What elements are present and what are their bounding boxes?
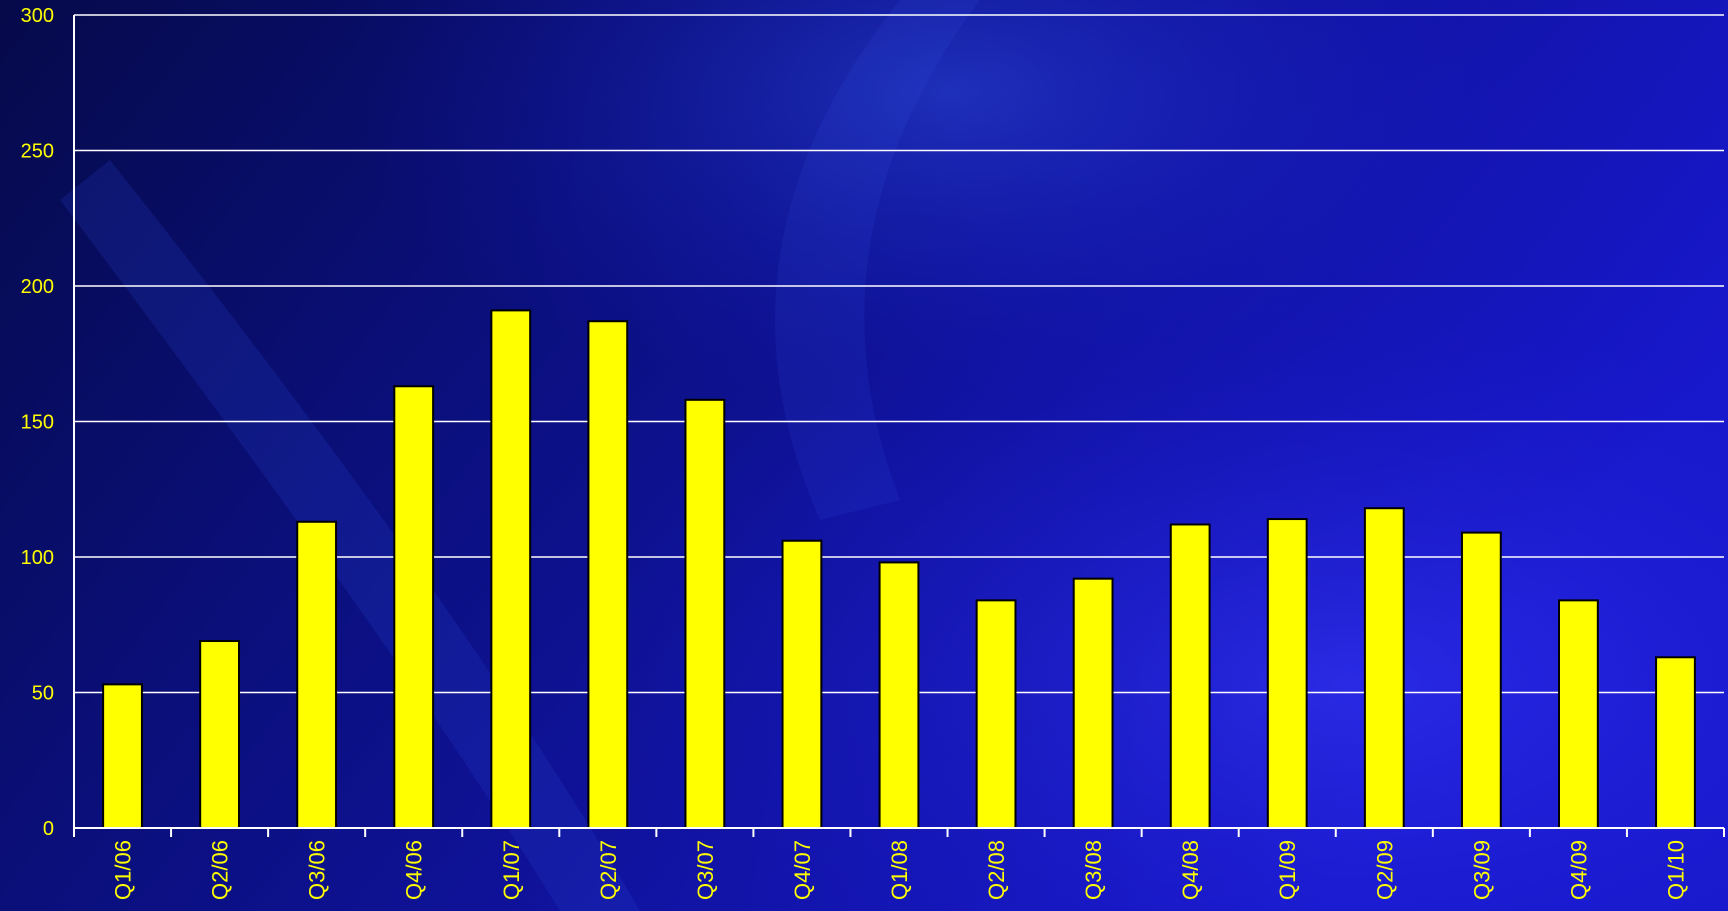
x-tick-label: Q3/06 [305, 840, 330, 900]
y-axis-tick-labels: 0 50 100 150 200 250 300 [21, 5, 54, 840]
bar-q4-09 [1558, 599, 1599, 829]
x-tick-label: Q1/08 [887, 840, 912, 900]
y-tick-label: 100 [21, 547, 54, 569]
bar-q3-06 [296, 520, 338, 830]
y-tick-label: 200 [21, 276, 54, 298]
bar-q2-06 [199, 640, 240, 830]
x-tick-label: Q4/06 [402, 840, 427, 900]
bar-q1-06 [102, 683, 143, 829]
y-tick-label: 50 [32, 683, 54, 705]
y-tick-label: 300 [21, 5, 54, 27]
x-tick-label: Q4/08 [1178, 840, 1203, 900]
x-tick-label: Q2/09 [1372, 840, 1397, 900]
bar-q2-09 [1363, 507, 1405, 829]
bar-q2-08 [975, 599, 1017, 829]
x-tick-label: Q4/07 [790, 840, 815, 900]
y-tick-label: 0 [43, 818, 54, 840]
bar-q3-08 [1072, 577, 1114, 829]
x-tick-label: Q2/06 [208, 840, 233, 900]
bar-q4-07 [781, 539, 823, 829]
x-tick-label: Q3/07 [693, 840, 718, 900]
bar-q3-07 [684, 398, 726, 829]
x-tick-label: Q4/09 [1566, 840, 1591, 900]
bar-q4-08 [1169, 523, 1211, 829]
x-tick-label: Q1/09 [1275, 840, 1300, 900]
bar-q4-06 [393, 385, 435, 829]
bar-q3-09 [1460, 531, 1502, 829]
x-tick-label: Q2/08 [984, 840, 1009, 900]
x-tick-label: Q2/07 [596, 840, 621, 900]
bar-q1-08 [878, 561, 920, 829]
bar-q1-07 [490, 309, 532, 829]
x-axis-tick-labels: Q1/06 Q2/06 Q3/06 Q4/06 Q1/07 Q2/07 Q3/07 Q4/07… [111, 840, 1689, 900]
y-tick-label: 150 [21, 412, 54, 434]
x-tick-label: Q1/06 [111, 840, 136, 900]
x-axis [73, 15, 1725, 837]
bar-q1-09 [1266, 518, 1308, 829]
bars [102, 309, 1696, 830]
x-tick-label: Q3/09 [1469, 840, 1494, 900]
x-tick-label: Q1/10 [1663, 840, 1688, 900]
x-tick-label: Q3/08 [1081, 840, 1106, 900]
bar-q1-10 [1655, 656, 1696, 830]
x-tick-label: Q1/07 [499, 840, 524, 900]
bar-q2-07 [587, 320, 629, 829]
y-tick-label: 250 [21, 141, 54, 163]
